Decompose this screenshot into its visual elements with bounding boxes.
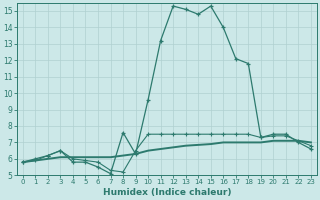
X-axis label: Humidex (Indice chaleur): Humidex (Indice chaleur) xyxy=(103,188,231,197)
